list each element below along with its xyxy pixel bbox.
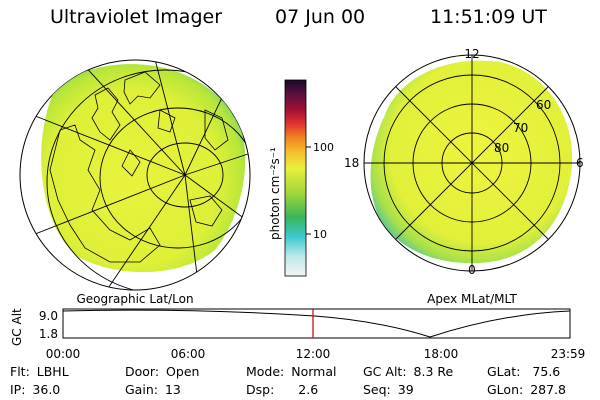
status-door: Door: Open: [125, 364, 199, 379]
status-glon-value: 287.8: [530, 382, 566, 397]
altitude-panel: 9.0 1.8 GC Alt 00:00 06:00 12:00 18:00 2…: [10, 308, 585, 361]
time-tick-0000: 00:00: [46, 347, 81, 361]
status-ip-label: IP:: [10, 382, 26, 397]
color-scale: [284, 79, 307, 277]
status-glat-value: 75.6: [532, 364, 561, 379]
polar-grid: [364, 55, 580, 271]
status-dsp-label: Dsp:: [246, 382, 275, 397]
mlt-label-12: 12: [464, 47, 479, 61]
status-gc-alt-label: GC Alt:: [363, 364, 407, 379]
colorbar-unit-label: photon cm⁻²s⁻¹: [268, 147, 282, 240]
mlat-label-70: 70: [513, 121, 528, 135]
time-tick-0600: 06:00: [171, 347, 206, 361]
status-glat: GLat: 75.6: [487, 364, 560, 379]
geo-map-caption: Geographic Lat/Lon: [76, 292, 193, 306]
status-mode-label: Mode:: [246, 364, 285, 379]
status-gc-alt-value: 8.3 Re: [413, 364, 454, 379]
status-glon-label: GLon:: [487, 382, 524, 397]
status-glon: GLon: 287.8: [487, 382, 566, 397]
status-mode: Mode: Normal: [246, 364, 337, 379]
status-filter-label: Flt:: [10, 364, 30, 379]
status-filter: Flt: LBHL: [10, 364, 69, 379]
status-seq: Seq: 39: [363, 382, 414, 397]
mlt-label-0: 0: [468, 263, 476, 277]
geographic-map: Geographic Lat/Lon: [19, 59, 251, 306]
status-ip: IP: 36.0: [10, 382, 60, 397]
polar-map: 12 6 0 18 60 70 80 Apex MLat/MLT: [344, 47, 584, 306]
status-seq-value: 39: [397, 382, 414, 397]
mlt-label-18: 18: [344, 156, 359, 170]
status-door-label: Door:: [125, 364, 160, 379]
alt-tick-9: 9.0: [39, 309, 58, 323]
time-tick-1800: 18:00: [424, 347, 459, 361]
status-filter-value: LBHL: [36, 364, 69, 379]
status-door-value: Open: [166, 364, 200, 379]
status-dsp: Dsp: 2.6: [246, 382, 318, 397]
polar-map-caption: Apex MLat/MLT: [427, 292, 517, 306]
status-seq-label: Seq:: [363, 382, 391, 397]
colorbar-tick-label-10: 10: [313, 228, 327, 241]
status-dsp-value: 2.6: [298, 382, 319, 397]
status-mode-value: Normal: [291, 364, 337, 379]
color-bar: 100 10 photon cm⁻²s⁻¹: [268, 79, 334, 277]
time-tick-2359: 23:59: [551, 347, 586, 361]
mlat-label-80: 80: [494, 141, 509, 155]
altitude-axis-label: GC Alt: [10, 308, 24, 346]
mlt-label-6: 6: [576, 156, 584, 170]
status-gain: Gain: 13: [125, 382, 181, 397]
geo-grid: [20, 60, 250, 290]
time-tick-1200: 12:00: [296, 347, 331, 361]
app-title: Ultraviolet Imager: [50, 6, 223, 28]
continent-outlines: [49, 71, 229, 263]
status-glat-label: GLat:: [487, 364, 521, 379]
status-gain-value: 13: [164, 382, 181, 397]
status-gain-label: Gain:: [125, 382, 158, 397]
date-label: 07 Jun 00: [275, 6, 366, 28]
colorbar-tick-label-100: 100: [313, 141, 334, 154]
status-ip-value: 36.0: [32, 382, 61, 397]
time-label: 11:51:09 UT: [430, 6, 547, 28]
mlat-label-60: 60: [536, 98, 551, 112]
altitude-curve: [62, 309, 571, 338]
alt-tick-1-8: 1.8: [39, 327, 58, 341]
status-gc-alt: GC Alt: 8.3 Re: [363, 364, 453, 379]
altitude-plot-frame: [62, 308, 571, 339]
auroral-emission-geo: [41, 64, 246, 273]
